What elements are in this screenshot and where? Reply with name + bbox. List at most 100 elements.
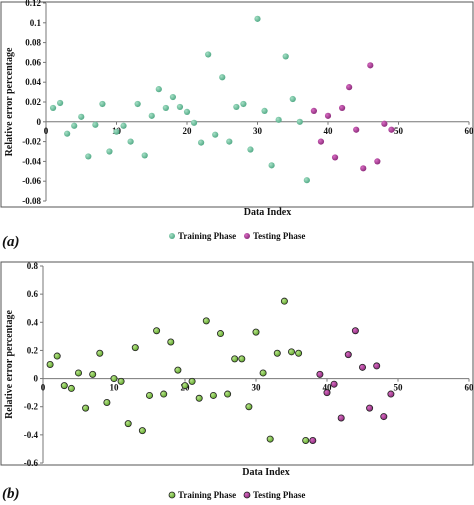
y-tick-label: 0.4 [27,317,39,327]
training-point [233,103,240,111]
testing-point [337,414,345,422]
training-point [99,100,106,108]
training-point [110,375,118,383]
y-tick-label: -0.6 [24,458,39,468]
x-tick-label: 30 [253,126,263,136]
training-point [82,404,90,412]
training-point [89,370,97,378]
testing-series [309,327,395,444]
y-axis-title: Relative error percentage [4,47,15,156]
legend-training-marker [169,233,175,239]
training-point [46,360,54,368]
y-tick-label: 0.02 [25,97,41,107]
testing-point [317,138,325,145]
testing-point [367,62,374,69]
y-tick-label: 0.2 [27,345,39,355]
testing-point [346,84,353,91]
training-point [155,86,162,93]
training-point [160,390,168,398]
training-point [287,348,295,356]
y-tick-label: 0 [34,374,39,384]
testing-point [316,370,324,378]
training-point [176,103,184,111]
testing-point [374,158,381,165]
training-point [190,119,198,126]
training-point [247,146,254,153]
testing-point [360,165,367,172]
legend: Training Phase Testing Phase [168,490,305,500]
training-point [92,121,99,128]
testing-point [324,112,332,119]
y-tick-label: 0.1 [30,18,42,28]
training-point [85,153,92,160]
testing-series [310,62,395,172]
testing-point [351,327,359,335]
training-point [78,113,85,120]
training-point [64,130,71,137]
training-point [245,403,253,411]
y-tick-label: -0.04 [22,156,41,166]
x-tick-label: 50 [394,126,404,136]
x-tick-label: 40 [324,126,334,136]
training-point [282,53,289,60]
training-point [183,108,191,115]
training-point [238,355,246,363]
testing-point [344,351,352,359]
legend-training-marker [168,491,176,499]
legend-testing-label: Testing Phase [253,231,305,241]
x-tick-label: 0 [41,383,46,393]
testing-point [331,154,339,161]
training-point [124,420,132,428]
x-tick-label: 40 [323,383,333,393]
training-point [212,131,219,138]
training-point [141,152,148,159]
y-tick-label: -0.4 [24,430,39,440]
training-point [202,317,210,325]
training-point [127,138,134,145]
training-point [57,99,64,107]
testing-point [353,126,360,133]
training-point [266,435,274,443]
training-point [295,349,303,357]
x-tick-label: 20 [183,126,193,136]
y-tick-label: -0.2 [24,402,39,412]
x-tick-label: 0 [44,126,49,136]
chart-panel-a: -0.08-0.06-0.04-0.0200.020.040.060.080.1… [0,0,474,250]
training-series [49,15,310,184]
testing-point [388,126,395,133]
training-point [240,100,247,108]
training-point [273,349,281,357]
training-point [71,122,78,129]
y-tick-label: -0.08 [22,196,41,206]
training-point [231,355,239,363]
training-point [169,93,176,101]
testing-point [309,436,317,444]
x-tick-label: 30 [252,383,262,393]
legend-testing-marker [243,491,251,499]
training-point [254,15,261,22]
training-point [181,382,189,390]
testing-point [387,390,395,398]
x-axis-title: Data Index [244,207,292,218]
chart-frame [0,261,474,466]
training-point [205,51,212,58]
training-point [188,377,196,385]
training-point [302,436,310,444]
x-tick-label: 10 [110,383,120,393]
y-tick-label: 0 [37,117,42,127]
training-point [131,344,139,352]
y-tick-label: -0.06 [22,176,41,186]
x-axis-title: Data Index [242,467,290,478]
x-tick-label: 60 [465,383,474,393]
testing-point [373,362,381,370]
y-tick-label: 0.04 [25,77,41,87]
training-point [106,148,113,155]
training-point [296,118,303,125]
training-point [153,327,161,335]
testing-point [323,389,331,397]
training-point [209,391,217,399]
y-tick-label: 0.8 [27,261,39,271]
chart-panel-b: -0.6-0.4-0.200.20.40.60.80102030405060Da… [0,261,474,502]
legend: Training Phase Testing Phase [169,231,305,241]
